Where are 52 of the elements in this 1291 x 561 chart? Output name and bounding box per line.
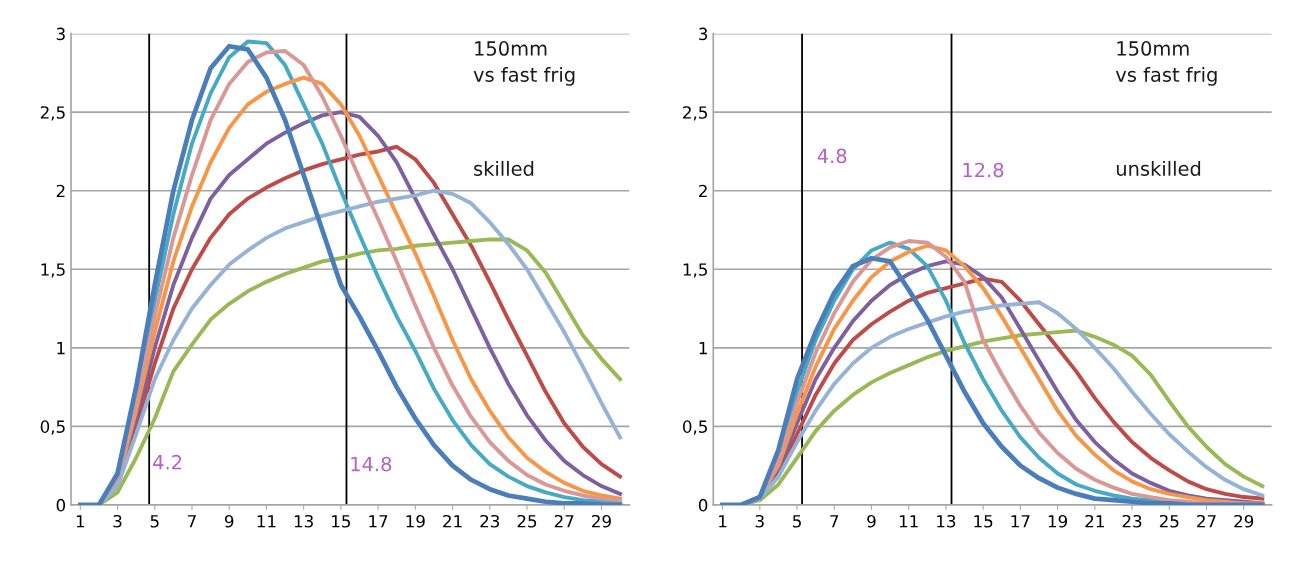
x-tick-label: 25: [517, 514, 537, 528]
annotation: 14.8: [351, 456, 392, 472]
x-tick-label: 1: [719, 515, 727, 528]
x-tick-label: 25: [1159, 514, 1179, 528]
x-tick-label: 27: [1197, 514, 1216, 528]
annotation: 4.2: [153, 454, 182, 470]
y-tick-label: 3: [56, 27, 65, 41]
x-tick-label: 7: [188, 515, 196, 528]
x-tick-label: 13: [294, 514, 313, 528]
annotation: 4.8: [817, 148, 847, 164]
y-tick-label: 3: [699, 27, 708, 41]
annotation: unskilled: [1116, 160, 1201, 176]
y-tick-label: 0,5: [683, 420, 707, 435]
y-tick-label: 2,5: [683, 106, 707, 121]
x-tick-label: 13: [937, 514, 956, 528]
annotation: 12.8: [963, 162, 1004, 178]
x-tick-label: 19: [1048, 514, 1068, 528]
x-tick-label: 21: [1085, 514, 1104, 528]
x-tick-label: 9: [224, 514, 234, 528]
y-tick-label: 1,5: [41, 263, 65, 278]
x-tick-label: 3: [755, 514, 764, 528]
x-tick-label: 11: [899, 515, 918, 528]
y-tick-label: 2,5: [40, 106, 65, 121]
x-tick-label: 7: [830, 515, 839, 528]
y-tick-label: 2: [56, 184, 65, 198]
x-tick-label: 11: [257, 515, 276, 528]
x-tick-label: 9: [867, 514, 876, 528]
annotation: 150mm vs fast frig: [1115, 41, 1217, 86]
x-tick-label: 1: [76, 515, 85, 528]
x-tick-label: 15: [974, 515, 993, 528]
x-tick-label: 5: [793, 515, 801, 528]
y-tick-label: 0,5: [40, 420, 65, 435]
y-tick-label: 2: [699, 184, 707, 198]
x-tick-label: 27: [554, 514, 574, 528]
x-tick-label: 23: [1122, 514, 1142, 528]
x-tick-label: 21: [443, 514, 462, 528]
x-tick-label: 19: [406, 514, 425, 528]
x-tick-label: 3: [113, 514, 122, 528]
y-tick-label: 1,5: [683, 263, 707, 278]
x-tick-label: 29: [1234, 514, 1254, 528]
y-tick-label: 0: [698, 498, 708, 512]
y-tick-label: 1: [57, 342, 65, 355]
annotation: skilled: [474, 160, 534, 176]
x-tick-label: 15: [332, 515, 351, 528]
y-tick-label: 1: [699, 342, 707, 355]
x-tick-label: 23: [480, 514, 500, 528]
annotation: 150mm vs fast frig: [473, 41, 575, 86]
y-tick-label: 0: [56, 498, 66, 512]
x-tick-label: 29: [592, 514, 611, 528]
x-tick-label: 5: [150, 515, 159, 528]
x-tick-label: 17: [1011, 515, 1030, 528]
x-tick-label: 17: [369, 515, 388, 528]
